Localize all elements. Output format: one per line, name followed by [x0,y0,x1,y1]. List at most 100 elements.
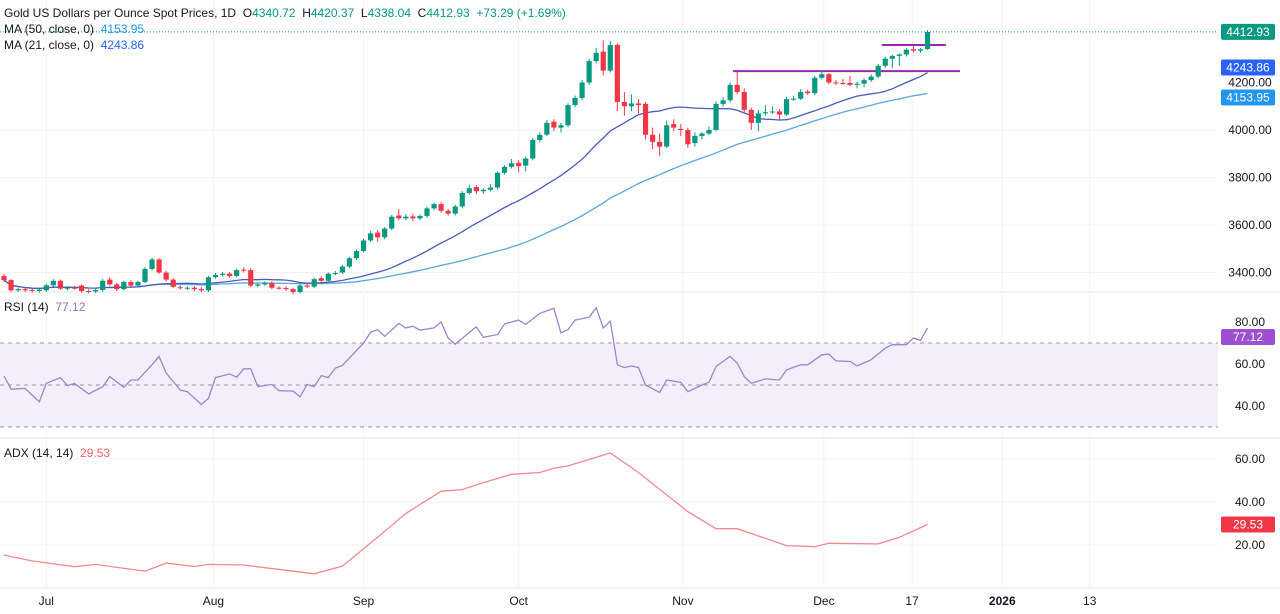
candle-body [170,279,176,287]
candle-body [657,141,663,147]
candle [431,202,437,211]
candle [783,96,790,117]
candle-body [353,251,360,259]
candle-body [121,282,127,290]
candle-body [826,74,832,83]
candle [487,184,494,192]
candle-body [163,272,169,280]
adx-tick-label: 60.00 [1235,452,1265,466]
candle-body [600,51,606,71]
rsi-pane [3,306,929,406]
candle [22,287,28,292]
candle-body [607,44,613,71]
x-tick-label: 2026 [989,594,1016,608]
candle-body [389,216,395,229]
candle [8,279,14,292]
candle [156,258,162,274]
grid [0,0,1280,589]
symbol-legend[interactable]: Gold US Dollars per Ounce Spot Prices, 1… [4,6,566,21]
candle-body [198,289,204,291]
candle [516,160,522,173]
price-tick-label: 4200.00 [1228,76,1272,90]
rsi-tag-label: 77.12 [1233,330,1263,344]
candle-body [692,135,698,144]
candle-body [621,101,627,107]
candle-body [847,82,853,85]
symbol-title: Gold US Dollars per Ounce Spot Prices, 1… [4,6,237,20]
candle-body [572,97,578,106]
candle-body [593,52,599,62]
candle [917,48,924,53]
ma50-legend[interactable]: MA (50, close, 0) 4153.95 [4,22,144,37]
candle [642,101,649,140]
candle [290,287,296,294]
candle-body [812,77,818,94]
candle [544,120,550,137]
candle-body [93,290,99,292]
candle [438,202,444,213]
candle [234,268,240,278]
x-tick-label: Oct [509,594,528,608]
candle [776,109,783,120]
candle-body [64,287,71,289]
high-value: 4420.37 [310,6,355,20]
candle-body [727,84,733,101]
rsi-legend[interactable]: RSI (14) 77.12 [4,300,85,315]
candle [382,226,388,240]
candle-body [128,282,134,286]
adx-tick-label: 40.00 [1235,495,1265,509]
candle-body [755,113,761,123]
candle-body [924,31,931,50]
candle-body [43,285,49,291]
candle-body [78,285,85,292]
candle-body [100,280,106,291]
adx-legend[interactable]: ADX (14, 14) 29.53 [4,446,110,461]
candle-body [741,92,747,110]
candle [346,256,353,269]
candle [241,267,247,273]
candle-body [819,74,825,78]
adx-value: 29.53 [80,446,111,460]
ma21-legend[interactable]: MA (21, close, 0) 4243.86 [4,38,144,53]
candle [375,230,381,242]
trendline-drawings[interactable] [732,43,960,73]
candle [882,56,888,68]
candle-body [882,58,888,66]
candle-body [713,103,719,130]
candle [685,127,691,148]
candle-body [840,82,846,84]
candle [854,82,860,89]
candle [163,271,169,282]
candle [353,249,360,261]
ma21-value: 4243.86 [100,38,145,52]
candle-body [854,83,860,85]
candle [727,82,733,103]
candle [791,95,797,102]
high-label: H [302,6,311,20]
candle [530,138,536,161]
candle-body [833,82,839,84]
candle-body [586,61,592,83]
candle [650,127,656,149]
candle-body [509,163,515,167]
candle [755,109,761,132]
candle [227,272,233,278]
candle [600,40,606,76]
candle [671,119,677,132]
candle [875,63,881,79]
candle [812,75,818,95]
candle-body [783,99,790,115]
axes[interactable]: Jul Aug Sep Oct Nov Dec 17 2026 13 4000.00 3800.00… [39,23,1275,608]
candle [269,281,275,290]
candle [262,281,268,286]
candle [635,99,642,114]
candle-body [501,166,508,173]
candle-body [205,277,212,291]
candle-body [8,280,14,291]
candle-body [805,91,811,94]
candle [523,156,529,172]
candle-body [255,284,261,286]
candle [473,185,479,195]
candle-body [36,289,42,292]
